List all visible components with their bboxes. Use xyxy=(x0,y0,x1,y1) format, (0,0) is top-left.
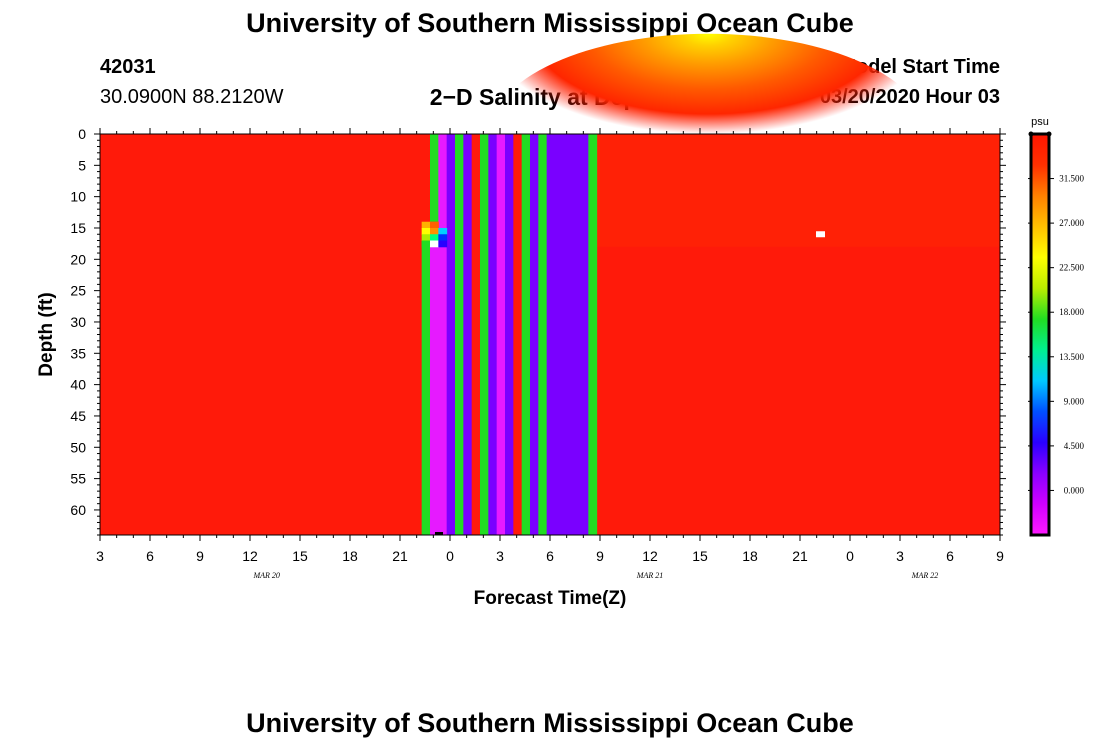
x-tick-label: 3 xyxy=(496,548,504,564)
colorbar xyxy=(1031,134,1049,535)
salinity-band xyxy=(547,134,589,535)
salinity-band xyxy=(438,134,447,535)
date-label: MAR 22 xyxy=(911,571,938,580)
anomaly-cell xyxy=(438,241,447,248)
salinity-band xyxy=(455,134,464,535)
y-tick-label: 55 xyxy=(70,471,86,487)
salinity-band xyxy=(505,134,514,535)
salinity-band xyxy=(588,134,597,535)
anomaly-cell xyxy=(438,234,447,241)
y-tick-label: 10 xyxy=(70,189,86,205)
anomaly-cell xyxy=(422,222,431,229)
anomaly-cell xyxy=(438,228,447,235)
x-tick-label: 3 xyxy=(96,548,104,564)
anomaly-cell xyxy=(422,234,431,241)
colorbar-tick-label: 31.500 xyxy=(1059,174,1084,184)
x-tick-label: 9 xyxy=(196,548,204,564)
salinity-band xyxy=(488,134,497,535)
y-axis-title: Depth (ft) xyxy=(36,292,57,376)
salinity-band xyxy=(472,134,481,535)
footer-title: University of Southern Mississippi Ocean… xyxy=(0,708,1100,739)
plume-haze xyxy=(597,134,1000,247)
y-tick-label: 60 xyxy=(70,502,86,518)
colorbar-tick-label: 9.000 xyxy=(1064,396,1085,406)
x-tick-label: 18 xyxy=(742,548,758,564)
x-tick-label: 6 xyxy=(546,548,554,564)
salinity-band xyxy=(522,134,531,535)
x-axis-title: Forecast Time(Z) xyxy=(474,588,627,609)
x-tick-label: 6 xyxy=(946,548,954,564)
x-tick-label: 15 xyxy=(692,548,708,564)
salinity-band xyxy=(430,134,439,222)
x-tick-label: 15 xyxy=(292,548,308,564)
y-tick-label: 40 xyxy=(70,377,86,393)
y-tick-label: 25 xyxy=(70,283,86,299)
missing-data-marker xyxy=(816,231,825,237)
salinity-band xyxy=(447,134,456,535)
x-tick-label: 9 xyxy=(996,548,1004,564)
y-tick-label: 20 xyxy=(70,251,86,267)
date-label: MAR 20 xyxy=(252,571,279,580)
x-tick-label: 3 xyxy=(896,548,904,564)
salinity-band xyxy=(513,134,522,535)
colorbar-cap-dot xyxy=(1047,132,1052,137)
colorbar-tick-label: 4.500 xyxy=(1064,441,1085,451)
colorbar-tick-label: 0.000 xyxy=(1064,485,1085,495)
salinity-band xyxy=(497,134,506,535)
y-tick-label: 35 xyxy=(70,345,86,361)
salinity-band xyxy=(530,134,539,535)
anomaly-cell xyxy=(430,228,439,235)
x-tick-label: 6 xyxy=(146,548,154,564)
colorbar-tick-label: 18.000 xyxy=(1059,307,1084,317)
anomaly-cell xyxy=(430,241,439,248)
salinity-band xyxy=(422,241,431,535)
x-tick-label: 18 xyxy=(342,548,358,564)
date-label: MAR 21 xyxy=(636,571,663,580)
anomaly-cell xyxy=(422,228,431,235)
x-tick-label: 21 xyxy=(392,548,408,564)
salinity-band xyxy=(538,134,547,535)
anomaly-cell xyxy=(422,241,431,248)
salinity-band xyxy=(480,134,489,535)
salinity-band xyxy=(463,134,472,535)
colorbar-unit-label: psu xyxy=(1031,116,1049,128)
y-tick-label: 50 xyxy=(70,439,86,455)
y-tick-label: 0 xyxy=(78,126,86,142)
y-tick-label: 5 xyxy=(78,157,86,173)
anomaly-cell xyxy=(430,222,439,229)
x-tick-label: 0 xyxy=(846,548,854,564)
x-tick-label: 21 xyxy=(792,548,808,564)
y-tick-label: 30 xyxy=(70,314,86,330)
x-tick-label: 0 xyxy=(446,548,454,564)
salinity-heatmap-chart: 3 6 9 12 15 18 21 0 3 6 9 12 15 18 21 0 3 6 9 MAR 20 MAR 21 M… xyxy=(0,0,1100,750)
colorbar-tick-label: 13.500 xyxy=(1059,352,1084,362)
y-tick-label: 45 xyxy=(70,408,86,424)
colorbar-tick-label: 22.500 xyxy=(1059,263,1084,273)
x-tick-label: 9 xyxy=(596,548,604,564)
anomaly-cell xyxy=(430,234,439,241)
colorbar-cap-dot xyxy=(1029,132,1034,137)
colorbar-tick-label: 27.000 xyxy=(1059,218,1084,228)
y-tick-label: 15 xyxy=(70,220,86,236)
x-tick-label: 12 xyxy=(642,548,658,564)
salinity-band xyxy=(430,241,439,535)
x-tick-label: 12 xyxy=(242,548,258,564)
